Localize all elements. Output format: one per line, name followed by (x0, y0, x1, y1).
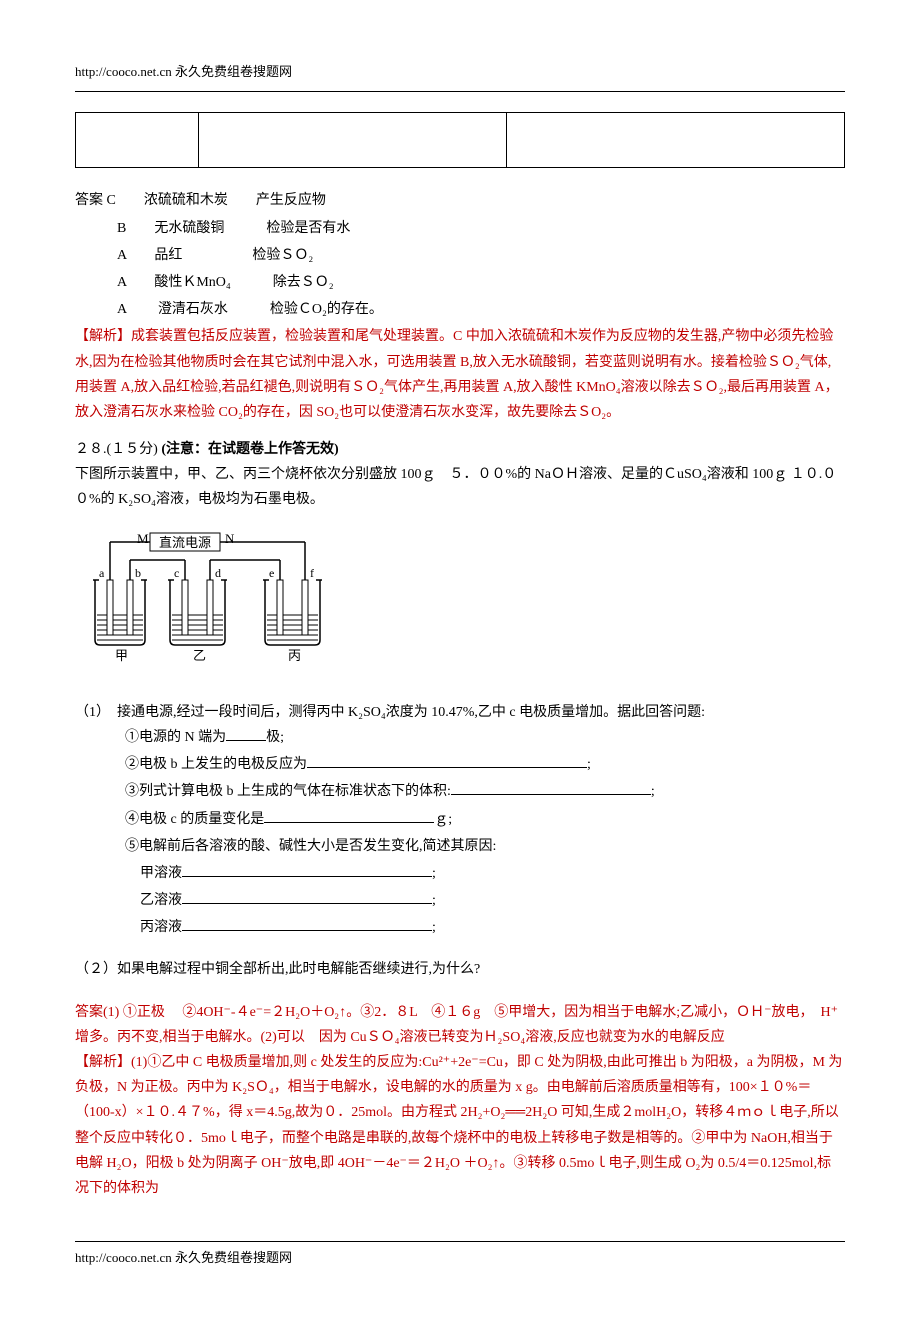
footer-url: http://cooco.net.cn 永久免费组卷搜题网 (75, 1246, 845, 1269)
svg-text:d: d (215, 566, 221, 580)
svg-text:e: e (269, 566, 274, 580)
table-cell (506, 113, 844, 168)
sub-num: ④ (125, 812, 139, 827)
answer-label: 答案 (75, 1005, 103, 1020)
svg-text:b: b (135, 566, 141, 580)
sub-suffix: ; (651, 784, 655, 799)
answers-block: 答案 C 浓硫硫和木炭 产生反应物 B 无水硫酸铜 检验是否有水 A 品红 检验… (75, 188, 845, 322)
svg-text:f: f (310, 566, 314, 580)
answer-row: 答案 C 浓硫硫和木炭 产生反应物 (75, 188, 845, 213)
diagram-source-label: 直流电源 (159, 535, 211, 550)
answer-prefix: 答案 (75, 193, 103, 208)
solution-yi: 乙溶液; (140, 888, 845, 913)
blank (264, 822, 434, 823)
sub-num: ① (125, 730, 139, 745)
sol-label: 甲溶液 (140, 866, 182, 881)
analysis-1: 【解析】成套装置包括反应装置，检验装置和尾气处理装置。C 中加入浓硫硫和木炭作为… (75, 324, 845, 425)
answer-reagent: 品红 (154, 248, 182, 263)
answer-row: A 品红 检验ＳＯ₂ (75, 243, 845, 268)
blank (307, 767, 587, 768)
empty-table (75, 112, 845, 168)
header-divider (75, 91, 845, 92)
question-part-2: （２）如果电解过程中铜全部析出,此时电解能否继续进行,为什么? (75, 957, 845, 982)
answer-letter: A (117, 275, 126, 290)
diagram-m-label: M (137, 531, 149, 546)
sub-text: 电源的 N 端为 (139, 730, 226, 745)
solution-bing: 丙溶液; (140, 915, 845, 940)
sub-q1: ①电源的 N 端为 极; (125, 725, 845, 750)
analysis-label: 【解析】 (75, 329, 131, 344)
part2-text: 如果电解过程中铜全部析出,此时电解能否继续进行,为什么? (117, 962, 480, 977)
blank (451, 794, 651, 795)
answer-row: A 澄清石灰水 检验ＣO₂的存在。 (75, 297, 845, 322)
question-note: (注意：在试题卷上作答无效) (161, 442, 338, 457)
sub-num: ⑤ (125, 839, 139, 854)
answer-letter: A (117, 248, 126, 263)
sub-text: 电极 b 上发生的电极反应为 (139, 757, 307, 772)
sol-label: 乙溶液 (140, 893, 182, 908)
sub-suffix: 极; (266, 730, 284, 745)
part1-label: （1） (75, 705, 103, 720)
blank (182, 903, 432, 904)
question-header: ２８.(１５分) (注意：在试题卷上作答无效) (75, 437, 845, 462)
sub-q4: ④电极 c 的质量变化是 ｇ; (125, 807, 845, 832)
answer-28: 答案(1) ①正极 ②4OH⁻-４e⁻=２H₂O＋O₂↑。③2．８L ④１６g … (75, 1000, 845, 1050)
answer-reagent: 无水硫酸铜 (154, 221, 224, 236)
analysis-text: 成套装置包括反应装置，检验装置和尾气处理装置。C 中加入浓硫硫和木炭作为反应物的… (75, 329, 839, 420)
footer: http://cooco.net.cn 永久免费组卷搜题网 (75, 1241, 845, 1269)
sub-text: 列式计算电极 b 上生成的气体在标准状态下的体积: (139, 784, 451, 799)
svg-text:甲: 甲 (115, 648, 128, 663)
circuit-diagram: 直流电源 M N (75, 525, 845, 684)
answer-letter: C (107, 193, 116, 208)
question-28: ２８.(１５分) (注意：在试题卷上作答无效) 下图所示装置中，甲、乙、丙三个烧… (75, 437, 845, 982)
analysis-2: 【解析】(1)①乙中 C 电极质量增加,则 c 处发生的反应为:Cu²⁺+2e⁻… (75, 1050, 845, 1201)
question-number: ２８.(１５分) (75, 442, 158, 457)
answer-reagent: 酸性ＫMnO₄ (154, 275, 230, 290)
blank (226, 740, 266, 741)
svg-text:丙: 丙 (288, 648, 301, 663)
table-cell (199, 113, 507, 168)
sub-num: ③ (125, 784, 139, 799)
blank (182, 930, 432, 931)
footer-divider (75, 1241, 845, 1242)
answer-reagent: 澄清石灰水 (158, 302, 228, 317)
diagram-n-label: N (225, 531, 235, 546)
sub-q5: ⑤电解前后各溶液的酸、碱性大小是否发生变化,简述其原因: (125, 834, 845, 859)
answer-purpose: 检验ＣO₂的存在。 (270, 302, 383, 317)
answer-letter: B (117, 221, 126, 236)
blank (182, 876, 432, 877)
svg-text:a: a (99, 566, 105, 580)
solution-jia: 甲溶液; (140, 861, 845, 886)
answer-row: A 酸性ＫMnO₄ 除去ＳＯ₂ (75, 270, 845, 295)
answer-purpose: 检验是否有水 (266, 221, 350, 236)
sub-q2: ②电极 b 上发生的电极反应为; (125, 752, 845, 777)
answer-text: (1) ①正极 ②4OH⁻-４e⁻=２H₂O＋O₂↑。③2．８L ④１６g ⑤甲… (75, 1005, 838, 1045)
header-url: http://cooco.net.cn 永久免费组卷搜题网 (75, 60, 845, 83)
table-cell (76, 113, 199, 168)
sub-suffix: ｇ; (434, 812, 452, 827)
svg-text:乙: 乙 (193, 648, 206, 663)
analysis-label: 【解析】 (75, 1055, 131, 1070)
answer-purpose: 检验ＳＯ₂ (252, 248, 313, 263)
part2-label: （２） (75, 962, 117, 977)
sub-text: 电解前后各溶液的酸、碱性大小是否发生变化,简述其原因: (139, 839, 496, 854)
svg-text:c: c (174, 566, 179, 580)
answer-row: B 无水硫酸铜 检验是否有水 (75, 216, 845, 241)
sub-q3: ③列式计算电极 b 上生成的气体在标准状态下的体积:; (125, 779, 845, 804)
sub-suffix: ; (587, 757, 591, 772)
answer-reagent: 浓硫硫和木炭 (144, 193, 228, 208)
question-part-1: （1） 接通电源,经过一段时间后，测得丙中 K₂SO₄浓度为 10.47%,乙中… (75, 700, 845, 941)
part1-intro: 接通电源,经过一段时间后，测得丙中 K₂SO₄浓度为 10.47%,乙中 c 电… (117, 705, 705, 720)
analysis-text: (1)①乙中 C 电极质量增加,则 c 处发生的反应为:Cu²⁺+2e⁻=Cu，… (75, 1055, 842, 1196)
sub-num: ② (125, 757, 139, 772)
answer-letter: A (117, 302, 126, 317)
sol-label: 丙溶液 (140, 920, 182, 935)
answer-purpose: 产生反应物 (256, 193, 326, 208)
sub-text: 电极 c 的质量变化是 (139, 812, 264, 827)
question-intro: 下图所示装置中，甲、乙、丙三个烧杯依次分别盛放 100ｇ ５．００%的 NaＯＨ… (75, 462, 845, 512)
answer-purpose: 除去ＳＯ₂ (273, 275, 334, 290)
